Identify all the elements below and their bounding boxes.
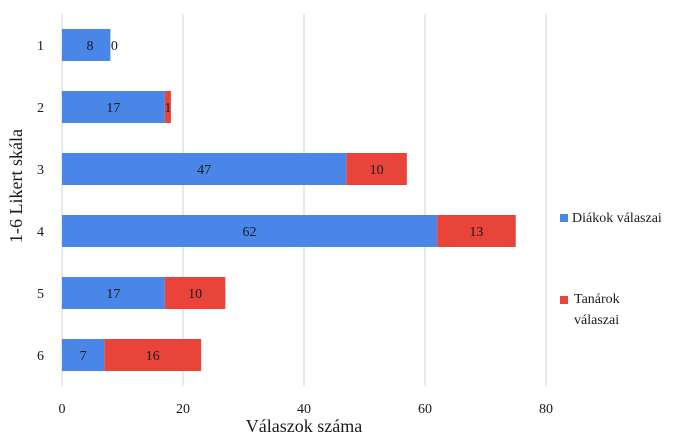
data-label: 62 — [243, 225, 257, 240]
bar-segment-diakok — [62, 153, 347, 185]
bar-segment-diakok — [62, 91, 165, 123]
legend: Diákok válaszai Tanárok válaszai — [560, 211, 662, 328]
y-tick-label: 5 — [37, 287, 44, 302]
y-tick-label: 6 — [37, 349, 44, 364]
y-tick-label: 2 — [37, 101, 44, 116]
bar-segment-diakok — [62, 215, 438, 247]
data-label: 0 — [111, 39, 118, 54]
y-tick-label: 4 — [37, 225, 44, 240]
data-labels: 8 0 17 1 47 10 62 13 17 10 7 16 — [80, 39, 484, 364]
x-tick-label: 60 — [418, 402, 432, 417]
bars — [62, 29, 516, 371]
x-axis-title: Válaszok száma — [246, 416, 362, 436]
bar-segment-tanarok — [164, 91, 171, 123]
data-label: 16 — [146, 349, 160, 364]
x-tick-label: 40 — [297, 402, 311, 417]
data-label: 17 — [106, 287, 120, 302]
bar-segment-tanarok — [164, 277, 226, 309]
y-axis-title: 1-6 Likert skála — [6, 129, 26, 243]
bar-segment-tanarok — [104, 339, 202, 371]
x-axis-ticks: 0 20 40 60 80 — [59, 402, 554, 417]
data-label: 47 — [197, 163, 211, 178]
data-label: 8 — [87, 39, 94, 54]
data-label: 13 — [469, 225, 483, 240]
bar-segment-tanarok — [437, 215, 516, 247]
data-label: 10 — [370, 163, 384, 178]
x-tick-label: 0 — [59, 402, 66, 417]
bar-segment-diakok — [62, 339, 105, 371]
legend-label-tanarok: Tanárok válaszai — [574, 292, 620, 328]
bar-segment-diakok — [62, 29, 111, 61]
y-tick-label: 3 — [37, 163, 44, 178]
y-tick-label: 1 — [37, 39, 44, 54]
legend-swatch-diakok — [560, 214, 568, 222]
bar-segment-tanarok — [346, 153, 407, 185]
legend-swatch-tanarok — [560, 296, 568, 304]
x-tick-label: 80 — [539, 402, 553, 417]
y-axis-ticks: 1 2 3 4 5 6 — [37, 39, 44, 364]
data-label: 7 — [80, 349, 87, 364]
data-label: 1 — [164, 101, 171, 116]
data-label: 10 — [188, 287, 202, 302]
bar-segment-diakok — [62, 277, 165, 309]
gridlines — [61, 14, 547, 386]
x-tick-label: 20 — [176, 402, 190, 417]
legend-label-diakok: Diákok válaszai — [572, 211, 662, 226]
data-label: 17 — [106, 101, 120, 116]
